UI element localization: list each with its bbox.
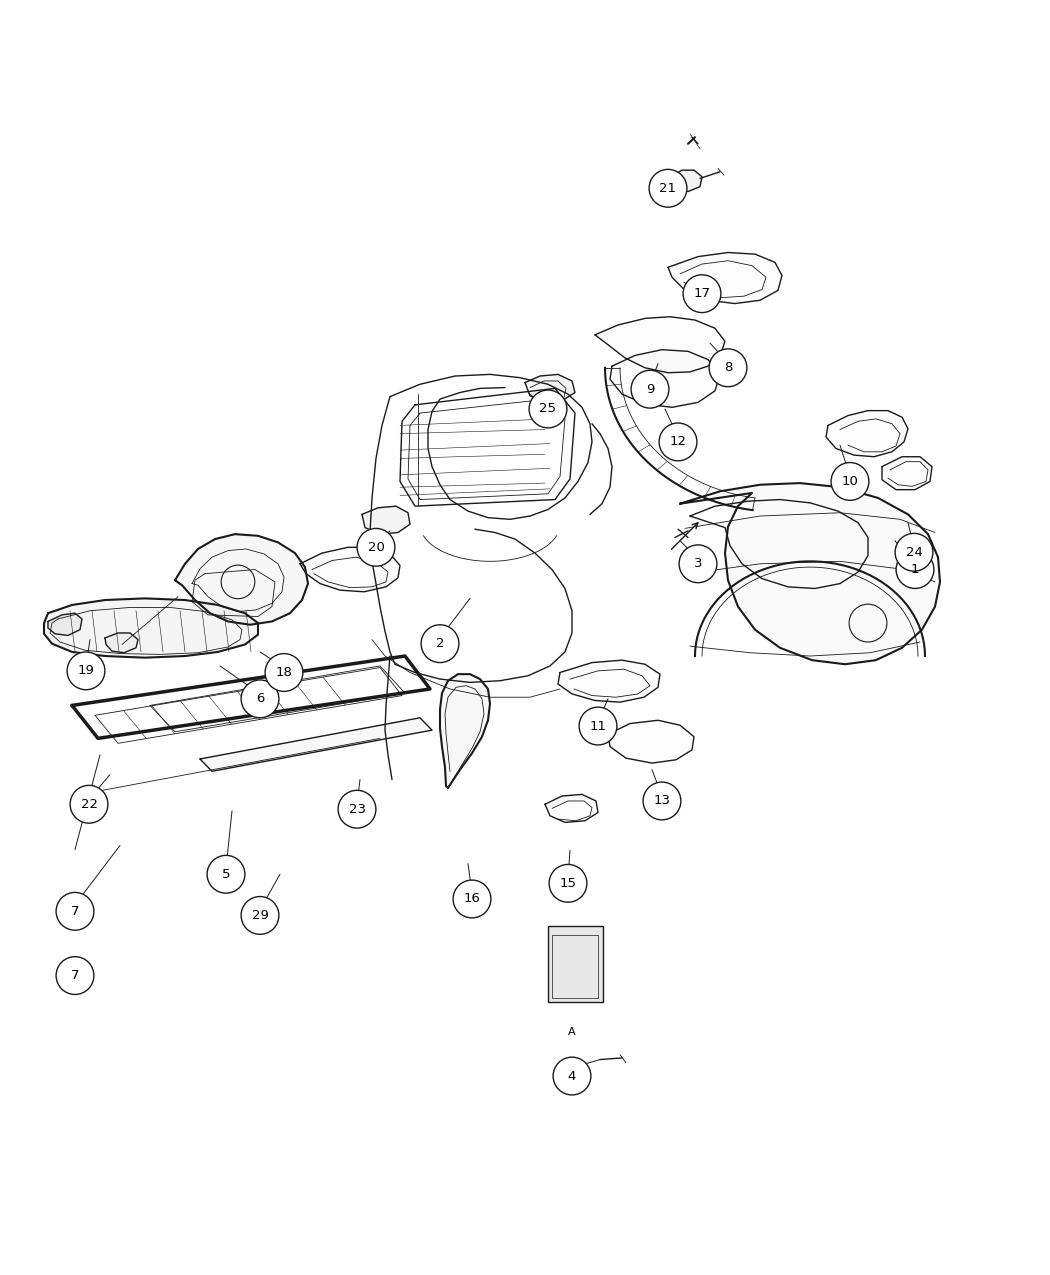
Polygon shape <box>362 506 410 534</box>
Text: A: A <box>568 1026 575 1037</box>
Text: 25: 25 <box>540 403 557 416</box>
Text: 9: 9 <box>646 382 654 395</box>
Polygon shape <box>175 534 308 625</box>
Polygon shape <box>882 456 932 490</box>
Polygon shape <box>200 718 432 771</box>
Text: 6: 6 <box>256 692 265 705</box>
Circle shape <box>56 892 93 931</box>
Text: 20: 20 <box>368 541 384 553</box>
Text: 16: 16 <box>463 892 481 905</box>
Circle shape <box>56 956 93 994</box>
Text: 7: 7 <box>70 969 79 982</box>
Circle shape <box>679 544 717 583</box>
Text: 19: 19 <box>78 664 94 677</box>
Polygon shape <box>558 660 660 703</box>
Circle shape <box>684 275 721 312</box>
Text: 15: 15 <box>560 877 576 890</box>
Polygon shape <box>440 674 490 788</box>
Text: 1: 1 <box>910 564 919 576</box>
FancyBboxPatch shape <box>548 927 603 1002</box>
Circle shape <box>895 533 932 571</box>
Circle shape <box>709 349 747 386</box>
Polygon shape <box>670 170 702 191</box>
Text: 17: 17 <box>693 287 711 300</box>
Circle shape <box>242 896 279 935</box>
Polygon shape <box>608 720 694 764</box>
Polygon shape <box>680 483 940 664</box>
Text: 23: 23 <box>349 803 365 816</box>
Text: 22: 22 <box>81 798 98 811</box>
Circle shape <box>529 390 567 428</box>
Polygon shape <box>48 613 82 635</box>
Text: 21: 21 <box>659 182 676 195</box>
Polygon shape <box>545 794 598 822</box>
Text: 18: 18 <box>275 666 293 680</box>
Polygon shape <box>525 375 575 403</box>
Circle shape <box>896 551 933 589</box>
Text: 7: 7 <box>70 905 79 918</box>
Text: 3: 3 <box>694 557 702 570</box>
Polygon shape <box>826 411 908 456</box>
Text: 5: 5 <box>222 868 230 881</box>
Circle shape <box>832 463 869 500</box>
Circle shape <box>357 528 395 566</box>
Circle shape <box>549 864 587 903</box>
Circle shape <box>659 423 697 460</box>
Text: 29: 29 <box>252 909 269 922</box>
Circle shape <box>421 625 459 663</box>
Text: 12: 12 <box>670 435 687 449</box>
Text: 13: 13 <box>653 794 671 807</box>
Text: 24: 24 <box>905 546 923 558</box>
Circle shape <box>265 654 302 691</box>
Circle shape <box>580 708 617 745</box>
Circle shape <box>454 880 491 918</box>
Polygon shape <box>105 632 138 653</box>
Circle shape <box>67 652 105 690</box>
Circle shape <box>553 1057 591 1095</box>
Circle shape <box>242 680 279 718</box>
Text: 10: 10 <box>841 476 859 488</box>
Text: 2: 2 <box>436 638 444 650</box>
Text: 4: 4 <box>568 1070 576 1082</box>
Circle shape <box>631 370 669 408</box>
Polygon shape <box>595 316 724 372</box>
Text: 8: 8 <box>723 361 732 375</box>
Polygon shape <box>610 349 720 407</box>
Circle shape <box>207 856 245 894</box>
Circle shape <box>70 785 108 824</box>
Circle shape <box>643 782 680 820</box>
Circle shape <box>649 170 687 207</box>
Text: 11: 11 <box>589 719 607 733</box>
Polygon shape <box>44 598 258 658</box>
Polygon shape <box>668 252 782 303</box>
Polygon shape <box>300 547 400 592</box>
Circle shape <box>338 790 376 827</box>
